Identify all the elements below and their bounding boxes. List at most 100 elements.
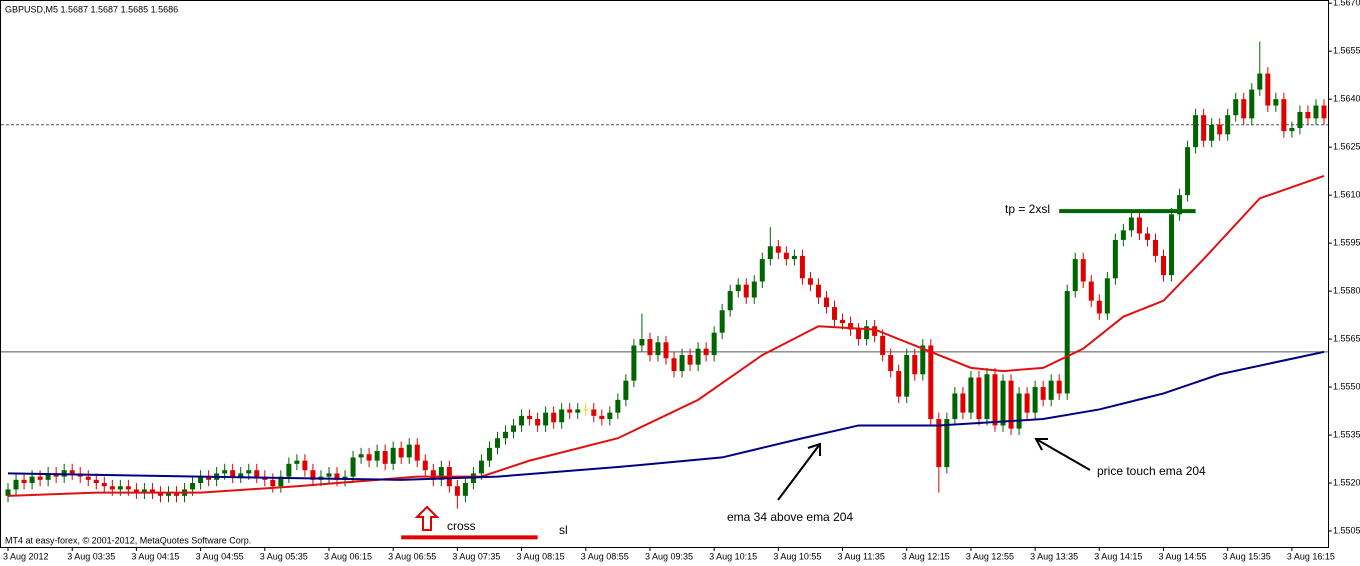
candle-body bbox=[422, 460, 428, 471]
candle-body bbox=[928, 345, 934, 420]
candle-body bbox=[823, 297, 829, 308]
candle-body bbox=[655, 342, 661, 356]
candle-body bbox=[117, 486, 123, 490]
candle-body bbox=[350, 457, 356, 477]
annotation: sl bbox=[559, 523, 568, 537]
y-tick-label: 1.5640 bbox=[1333, 94, 1360, 104]
candle-body bbox=[302, 460, 308, 471]
candle-body bbox=[374, 451, 380, 461]
candle-body bbox=[310, 470, 316, 480]
candle-body bbox=[141, 489, 147, 493]
candle-body bbox=[1281, 99, 1287, 132]
candle-body bbox=[1289, 127, 1295, 132]
x-tick-label: 3 Aug 09:35 bbox=[645, 551, 693, 561]
candle-body bbox=[414, 444, 420, 461]
candle-body bbox=[848, 323, 854, 330]
candle-body bbox=[735, 284, 741, 292]
chart-header: GBPUSD,M5 1.5687 1.5687 1.5685 1.5686 bbox=[5, 4, 178, 14]
candle-body bbox=[519, 415, 525, 426]
candle-body bbox=[1249, 89, 1255, 119]
y-tick-label: 1.5520 bbox=[1333, 477, 1360, 487]
candle-body bbox=[687, 355, 693, 365]
candle-body bbox=[13, 479, 19, 490]
ema-line bbox=[7, 350, 1325, 481]
candle-body bbox=[286, 463, 292, 477]
candle-body bbox=[85, 476, 91, 480]
candle-body bbox=[631, 345, 637, 381]
y-tick-label: 1.5550 bbox=[1333, 381, 1360, 391]
candle-body bbox=[912, 355, 918, 375]
candle-body bbox=[1321, 105, 1327, 119]
candle-body bbox=[230, 470, 236, 477]
candle-body bbox=[1217, 124, 1223, 135]
candle-body bbox=[791, 255, 797, 260]
candle-body bbox=[944, 419, 950, 468]
candle-body bbox=[607, 412, 613, 420]
candle-body bbox=[45, 473, 51, 480]
candle-body bbox=[543, 412, 549, 426]
candle-body bbox=[1169, 214, 1175, 276]
x-tick-label: 3 Aug 12:15 bbox=[902, 551, 950, 561]
candle-body bbox=[872, 326, 878, 336]
candle-body bbox=[663, 342, 669, 359]
candle-body bbox=[783, 252, 789, 260]
candle-body bbox=[767, 246, 773, 260]
candle-body bbox=[984, 374, 990, 420]
arrow bbox=[1034, 438, 1091, 471]
y-tick-label: 1.5595 bbox=[1333, 237, 1360, 247]
candle-body bbox=[157, 492, 163, 496]
candle-body bbox=[462, 483, 468, 496]
candle-body bbox=[21, 479, 27, 484]
candle-body bbox=[775, 246, 781, 253]
x-tick-label: 3 Aug 12:55 bbox=[966, 551, 1014, 561]
candle-body bbox=[1128, 217, 1134, 231]
candle-body bbox=[1112, 239, 1118, 279]
candle-body bbox=[1032, 387, 1038, 413]
candle-body bbox=[1136, 217, 1142, 234]
candle-body bbox=[1096, 300, 1102, 314]
annotation-arrows bbox=[777, 438, 1091, 501]
candle-body bbox=[390, 447, 396, 464]
candle-body bbox=[551, 412, 557, 423]
candle-body bbox=[1048, 380, 1054, 400]
x-tick-label: 3 Aug 03:35 bbox=[67, 551, 115, 561]
x-tick-label: 3 Aug 04:55 bbox=[196, 551, 244, 561]
candle-body bbox=[1161, 255, 1167, 276]
candle-body bbox=[29, 476, 35, 484]
candle-body bbox=[278, 476, 284, 487]
candle-body bbox=[832, 307, 838, 320]
candle-body bbox=[358, 454, 364, 458]
candle-body bbox=[527, 415, 533, 420]
arrow bbox=[777, 442, 821, 501]
candle-body bbox=[1040, 387, 1046, 400]
candle-body bbox=[615, 399, 621, 413]
x-tick-label: 3 Aug 05:35 bbox=[260, 551, 308, 561]
candle-body bbox=[864, 326, 870, 340]
candle-body bbox=[511, 425, 517, 432]
candle-body bbox=[976, 377, 982, 420]
candle-body bbox=[93, 479, 99, 484]
candle-body bbox=[398, 447, 404, 458]
x-tick-label: 3 Aug 16:15 bbox=[1287, 551, 1335, 561]
candle-body bbox=[125, 486, 131, 490]
annotation: cross bbox=[447, 519, 476, 533]
candle-body bbox=[238, 473, 244, 477]
y-tick-label: 1.5565 bbox=[1333, 333, 1360, 343]
x-tick-label: 3 Aug 15:35 bbox=[1223, 551, 1271, 561]
candle-body bbox=[478, 460, 484, 474]
candle-body bbox=[727, 291, 733, 311]
candle-body bbox=[671, 358, 677, 372]
candle-body bbox=[486, 447, 492, 461]
candle-body bbox=[206, 476, 212, 480]
candle-body bbox=[1064, 291, 1070, 394]
y-tick-label: 1.5580 bbox=[1333, 285, 1360, 295]
candle-body bbox=[960, 393, 966, 413]
candle-body bbox=[1305, 111, 1311, 119]
candle-body bbox=[1008, 380, 1014, 429]
candle-body bbox=[382, 451, 388, 464]
candle-body bbox=[856, 329, 862, 340]
candle-body bbox=[101, 483, 107, 487]
candle-body bbox=[936, 419, 942, 468]
candle-body bbox=[1201, 115, 1207, 141]
